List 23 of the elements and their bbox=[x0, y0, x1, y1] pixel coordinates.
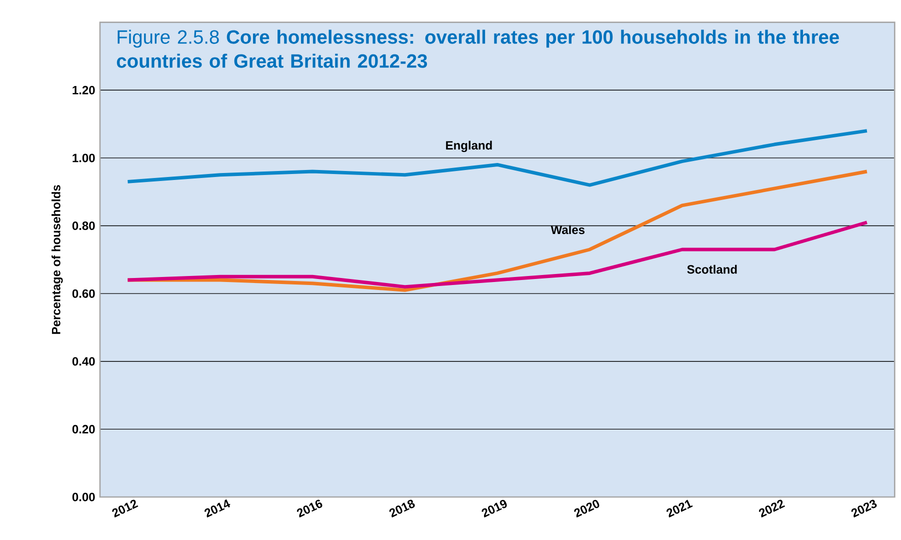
y-tick-label: 0.00 bbox=[72, 492, 95, 502]
x-tick-label: 2018 bbox=[389, 500, 415, 518]
x-tick-label: 2014 bbox=[204, 499, 230, 518]
series-label: England bbox=[446, 140, 492, 152]
text: Figure 2.5.8 Core homelessness: overall rates per 100 households in the three countries of Great Britain 2012-23 bbox=[116, 30, 839, 68]
line-series bbox=[126, 220, 869, 289]
x-tick-label: 2022 bbox=[758, 500, 786, 518]
y-tick-label: 0.80 bbox=[72, 222, 95, 230]
series-label: Scotland bbox=[687, 264, 737, 274]
y-tick-label: 0.20 bbox=[72, 424, 95, 434]
x-tick-label: 2020 bbox=[574, 500, 600, 518]
y-tick-label: 1.00 bbox=[72, 154, 95, 162]
y-tick-label: 1.20 bbox=[72, 86, 95, 94]
x-tick-label: 2012 bbox=[112, 500, 138, 518]
x-tick-label: 2016 bbox=[296, 500, 322, 518]
x-tick-label: 2019 bbox=[482, 500, 507, 518]
x-tick-label: 2023 bbox=[851, 500, 877, 518]
y-tick-label: 0.60 bbox=[72, 289, 95, 298]
line-series bbox=[126, 129, 869, 187]
y-tick-label: 0.40 bbox=[72, 357, 95, 366]
series-label: Wales bbox=[550, 225, 585, 234]
x-tick-label: 2021 bbox=[666, 500, 693, 518]
y-axis-title: Percentage of households bbox=[52, 185, 63, 334]
